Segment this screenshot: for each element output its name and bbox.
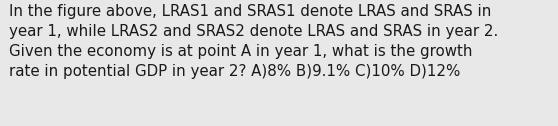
- Text: In the figure above, LRAS1 and SRAS1 denote LRAS and SRAS in
year 1, while LRAS2: In the figure above, LRAS1 and SRAS1 den…: [9, 4, 498, 79]
